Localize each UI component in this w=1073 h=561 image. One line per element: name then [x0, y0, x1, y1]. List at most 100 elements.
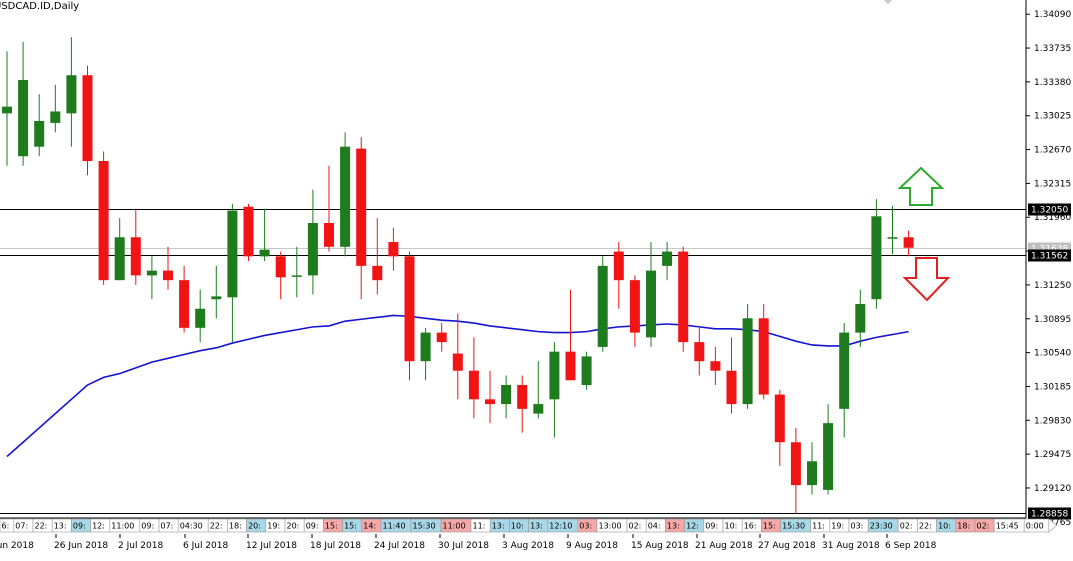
candle[interactable] [243, 203, 254, 262]
session-tag[interactable]: 20: [284, 518, 305, 533]
session-tag[interactable]: 15:30 [410, 518, 442, 533]
session-tag[interactable]: 09: [303, 518, 324, 533]
session-tag[interactable]: 13: [51, 518, 72, 533]
candle[interactable] [307, 189, 318, 295]
candle[interactable] [50, 84, 61, 133]
session-tag[interactable]: 02: [626, 518, 647, 533]
session-tag[interactable]: 15: [342, 518, 363, 533]
session-tag[interactable]: 12: [684, 518, 705, 533]
candle[interactable] [549, 342, 560, 438]
candle[interactable] [211, 265, 222, 319]
candle[interactable] [807, 442, 817, 495]
candle[interactable] [903, 230, 914, 257]
session-tag[interactable]: 11:00 [109, 518, 141, 533]
session-tag[interactable]: 23:30 [867, 518, 899, 533]
candle[interactable] [629, 275, 640, 347]
session-tag[interactable]: 22: [917, 518, 937, 533]
session-tag[interactable]: 18: [955, 518, 976, 533]
candle[interactable] [372, 218, 383, 295]
candle[interactable] [758, 303, 769, 400]
candle[interactable] [742, 303, 753, 409]
session-tag[interactable]: 13: [528, 518, 549, 533]
session-tag[interactable]: 19: [829, 518, 850, 533]
candle[interactable] [855, 289, 866, 347]
session-tag[interactable]: 19: [265, 518, 286, 533]
session-tag[interactable]: 02: [897, 518, 918, 533]
session-tag[interactable]: 02: [974, 518, 995, 533]
session-tag[interactable]: 11: [470, 518, 491, 533]
candle[interactable] [646, 242, 656, 347]
session-tag[interactable]: 10: [509, 518, 529, 533]
candle[interactable] [227, 203, 238, 343]
session-tag[interactable]: 09: [703, 518, 724, 533]
candle[interactable] [388, 227, 399, 271]
candle[interactable] [468, 337, 479, 419]
candle[interactable] [18, 41, 29, 166]
candle[interactable] [774, 389, 785, 467]
session-tag[interactable]: 03: [848, 518, 869, 533]
down-arrow-icon[interactable] [902, 257, 951, 302]
candle[interactable] [66, 37, 77, 147]
session-tag[interactable]: 09: [71, 518, 91, 533]
session-tag[interactable]: 15: [323, 518, 343, 533]
candle[interactable] [517, 375, 528, 433]
candle[interactable] [790, 427, 801, 514]
up-arrow-icon[interactable] [897, 166, 945, 206]
candle[interactable] [340, 132, 351, 257]
session-tag[interactable]: 03: [577, 518, 598, 533]
session-tag[interactable]: 20: [246, 518, 267, 533]
session-tag[interactable]: 15:30 [780, 518, 811, 533]
candle[interactable] [179, 265, 190, 333]
candle[interactable] [565, 289, 576, 381]
candle[interactable] [291, 246, 302, 298]
session-tag[interactable]: 22: [207, 518, 228, 533]
session-tag[interactable]: 04:30 [177, 518, 209, 533]
session-tag[interactable]: 11:00 [440, 518, 472, 533]
session-tag[interactable]: 6: [0, 518, 15, 533]
candle[interactable] [839, 323, 850, 438]
session-tag[interactable]: 11:40 [380, 518, 412, 533]
candle[interactable] [678, 246, 689, 352]
session-tag[interactable]: 15: [761, 518, 781, 533]
candle[interactable] [694, 327, 705, 376]
candle[interactable] [710, 346, 721, 386]
candle[interactable] [485, 370, 495, 424]
session-tag[interactable]: 18: [227, 518, 247, 533]
candle[interactable] [195, 289, 206, 343]
session-tag[interactable]: 10: [722, 518, 743, 533]
session-tag[interactable]: 13:00 [596, 518, 628, 533]
candle[interactable] [2, 51, 12, 166]
candle[interactable] [420, 327, 431, 381]
session-tag[interactable]: 12: [90, 518, 111, 533]
candle[interactable] [114, 218, 125, 281]
candle[interactable] [82, 65, 93, 176]
session-tag[interactable]: 15:45 [993, 518, 1025, 533]
candle[interactable] [436, 323, 447, 352]
candle[interactable] [871, 199, 882, 309]
candle[interactable] [613, 242, 624, 309]
candle[interactable] [259, 208, 270, 262]
candle[interactable] [823, 404, 834, 495]
candle[interactable] [356, 137, 367, 300]
candle[interactable] [452, 313, 463, 400]
session-tag[interactable]: 14: [361, 518, 382, 533]
candle[interactable] [581, 351, 592, 390]
session-tag[interactable]: 11: [810, 518, 831, 533]
session-tag[interactable]: 13: [489, 518, 510, 533]
session-tag[interactable]: 16: [741, 518, 762, 533]
candle[interactable] [887, 205, 898, 255]
candle[interactable] [130, 208, 141, 285]
session-tag[interactable]: 10: [936, 518, 957, 533]
candle[interactable] [597, 256, 608, 352]
candle[interactable] [163, 246, 173, 290]
candle[interactable] [662, 242, 673, 281]
candle[interactable] [726, 337, 737, 414]
candle[interactable] [34, 94, 45, 157]
candle[interactable] [275, 251, 286, 300]
candle[interactable] [146, 256, 157, 300]
session-tag[interactable]: 0:00 [1023, 518, 1050, 533]
session-tag[interactable]: 07: [158, 518, 179, 533]
candle[interactable] [98, 151, 109, 285]
session-tag[interactable]: 04: [645, 518, 666, 533]
